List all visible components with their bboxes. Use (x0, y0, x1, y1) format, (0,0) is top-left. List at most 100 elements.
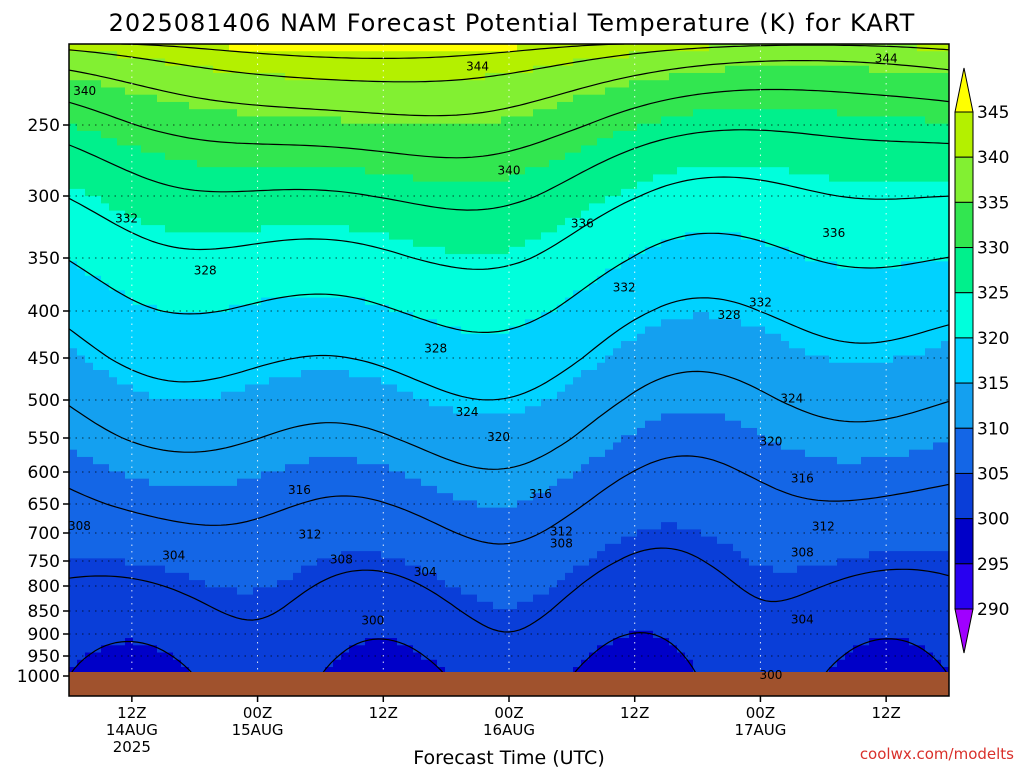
band-cell (349, 391, 358, 400)
band-cell (181, 420, 190, 429)
band-cell (269, 210, 278, 219)
band-cell (421, 384, 430, 393)
band-cell (149, 326, 158, 335)
band-cell (125, 630, 134, 639)
band-cell (221, 449, 230, 458)
band-cell (261, 377, 270, 386)
band-cell (349, 138, 358, 147)
band-cell (509, 261, 518, 270)
band-cell (333, 319, 342, 328)
band-cell (141, 667, 150, 675)
band-cell (277, 123, 286, 132)
band-cell (133, 283, 142, 291)
band-cell (365, 456, 374, 465)
band-cell (141, 377, 150, 386)
band-cell (141, 304, 150, 313)
band-cell (509, 297, 518, 306)
band-cell (245, 623, 254, 632)
band-cell (229, 87, 238, 96)
band-cell (469, 420, 478, 429)
band-cell (333, 645, 342, 654)
band-cell (165, 239, 174, 248)
band-cell (461, 65, 470, 74)
band-cell (357, 58, 366, 67)
band-cell (277, 587, 286, 596)
band-cell (221, 594, 230, 603)
band-cell (189, 65, 198, 74)
band-cell (149, 51, 158, 60)
band-cell (85, 645, 94, 654)
band-cell (493, 101, 502, 110)
band-cell (229, 203, 238, 212)
band-cell (245, 239, 254, 248)
band-cell (189, 72, 198, 81)
band-cell (349, 283, 358, 291)
band-cell (117, 109, 126, 118)
band-cell (133, 246, 142, 255)
band-cell (373, 667, 382, 675)
band-cell (181, 485, 190, 494)
band-cell (421, 304, 430, 313)
band-cell (357, 558, 366, 567)
band-cell (453, 659, 462, 668)
band-cell (101, 275, 110, 284)
band-cell (165, 283, 174, 291)
band-cell (437, 565, 446, 574)
band-cell (421, 536, 430, 545)
band-cell (285, 268, 294, 277)
band-cell (229, 159, 238, 168)
band-cell (69, 261, 78, 270)
band-cell (477, 130, 486, 139)
band-cell (421, 188, 430, 197)
band-cell (381, 341, 390, 349)
band-cell (237, 449, 246, 458)
band-cell (69, 435, 78, 444)
band-cell (293, 304, 302, 313)
band-cell (245, 420, 254, 429)
band-cell (485, 268, 494, 277)
band-cell (333, 87, 342, 96)
band-cell (93, 514, 102, 523)
band-cell (93, 44, 102, 52)
band-cell (221, 65, 230, 74)
band-cell (181, 239, 190, 248)
band-cell (253, 44, 262, 52)
band-cell (101, 348, 110, 357)
band-cell (285, 109, 294, 118)
band-cell (397, 427, 406, 436)
band-cell (301, 427, 310, 436)
band-cell (405, 152, 414, 161)
band-cell (229, 413, 238, 422)
band-cell (333, 601, 342, 610)
band-cell (141, 427, 150, 436)
band-cell (477, 652, 486, 661)
band-cell (413, 638, 422, 646)
band-cell (405, 667, 414, 675)
band-cell (285, 94, 294, 103)
band-cell (205, 138, 214, 147)
band-cell (365, 659, 374, 668)
band-cell (413, 464, 422, 473)
band-cell (221, 319, 230, 328)
band-cell (341, 152, 350, 161)
band-cell (165, 261, 174, 270)
band-cell (277, 594, 286, 603)
band-cell (133, 152, 142, 161)
band-cell (189, 551, 198, 559)
band-cell (197, 616, 206, 625)
band-cell (237, 384, 246, 393)
band-cell (85, 130, 94, 139)
band-cell (453, 341, 462, 349)
band-cell (365, 601, 374, 610)
band-cell (453, 326, 462, 335)
band-cell (341, 667, 350, 675)
band-cell (229, 580, 238, 588)
band-cell (261, 326, 270, 335)
band-cell (101, 362, 110, 371)
band-cell (101, 478, 110, 487)
band-cell (157, 138, 166, 147)
band-cell (85, 565, 94, 574)
band-cell (181, 326, 190, 335)
band-cell (333, 167, 342, 175)
band-cell (253, 500, 262, 509)
